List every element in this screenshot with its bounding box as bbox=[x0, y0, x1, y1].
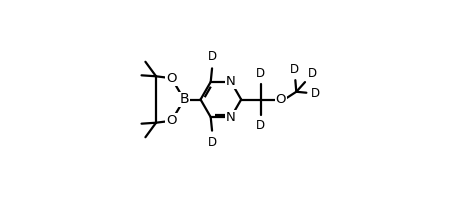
Text: N: N bbox=[226, 111, 236, 124]
Text: D: D bbox=[256, 119, 265, 132]
Text: D: D bbox=[308, 67, 317, 80]
Text: D: D bbox=[256, 67, 265, 80]
Text: D: D bbox=[208, 50, 217, 63]
Text: D: D bbox=[290, 63, 299, 76]
Text: N: N bbox=[226, 75, 236, 88]
Text: B: B bbox=[179, 93, 189, 106]
Text: D: D bbox=[208, 136, 217, 149]
Text: O: O bbox=[275, 93, 286, 106]
Text: D: D bbox=[311, 87, 320, 100]
Text: O: O bbox=[166, 72, 177, 85]
Text: O: O bbox=[166, 114, 177, 127]
